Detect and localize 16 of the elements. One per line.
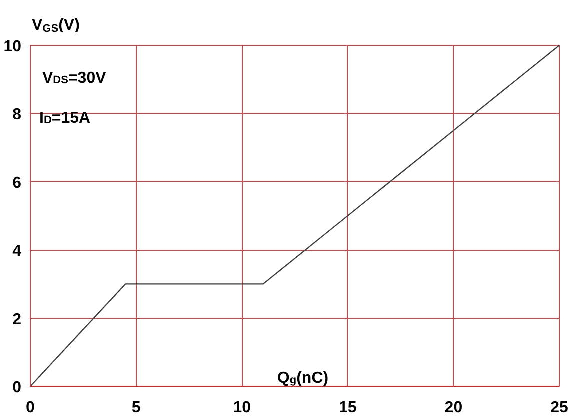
y-tick-label: 8 [12,106,22,124]
x-tick-label: 10 [233,400,252,416]
x-tick-label: 25 [550,400,568,416]
y-axis-title: V$_{GS}$(V) [32,17,80,35]
x-tick-label: 15 [339,400,357,416]
y-tick-label: 10 [4,38,22,56]
y-tick-label: 2 [12,311,22,328]
x-tick-label: 5 [132,400,141,416]
x-tick-label: 20 [444,400,463,416]
y-tick-label: 0 [12,380,22,396]
annotation: VDS=30V [42,70,107,87]
x-axis-title: Qg(nC) [277,370,329,387]
y-tick-label: 6 [12,174,22,192]
annotation: ID=15A [40,110,92,127]
y-tick-label: 4 [12,243,22,260]
x-tick-label: 0 [26,400,36,416]
